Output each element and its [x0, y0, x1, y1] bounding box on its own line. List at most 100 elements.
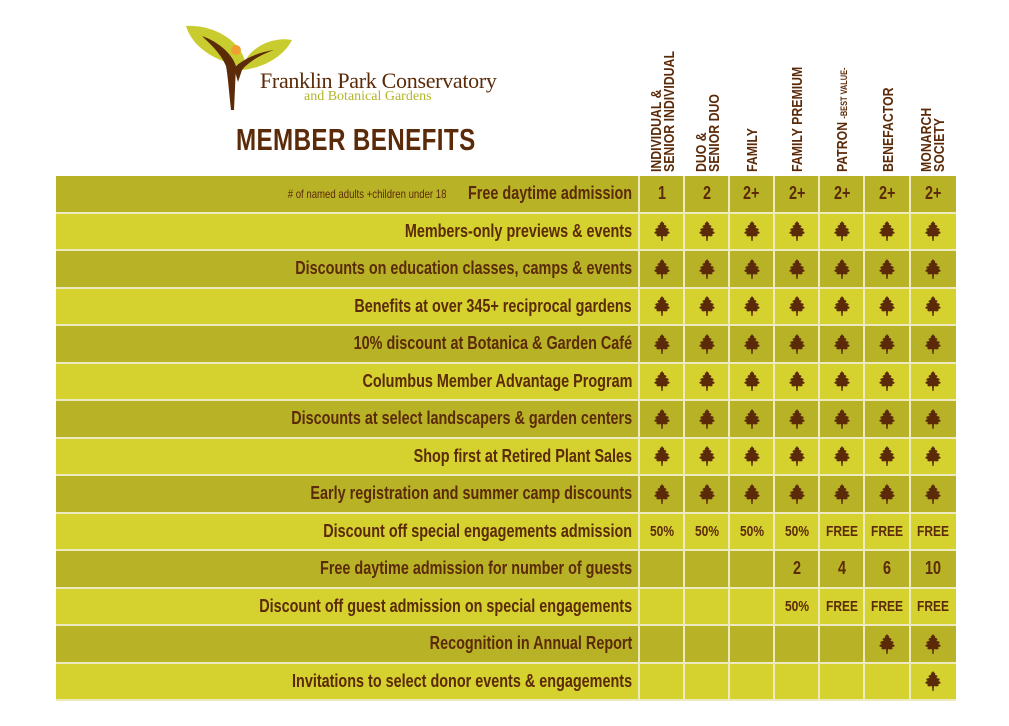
benefit-cell: [775, 663, 821, 699]
benefit-cell: [730, 288, 776, 324]
benefit-label: Discounts at select landscapers & garden…: [291, 408, 632, 429]
leaf-icon: [744, 258, 760, 279]
leaf-icon: [925, 483, 941, 504]
benefit-label: Shop first at Retired Plant Sales: [413, 445, 632, 466]
leaf-icon: [744, 371, 760, 392]
table-row: Invitations to select donor events & eng…: [56, 663, 956, 701]
table-row: Discount off guest admission on special …: [56, 588, 956, 626]
benefit-label: Free daytime admission for number of gue…: [319, 558, 632, 579]
benefit-cell: 50%: [775, 513, 821, 549]
benefit-cell: [685, 476, 731, 512]
leaf-icon: [879, 371, 895, 392]
benefit-cell: [640, 626, 686, 662]
benefit-cell: [685, 213, 731, 249]
leaf-icon: [699, 333, 715, 354]
benefit-cell: FREE: [820, 588, 866, 624]
benefit-cell: [911, 289, 956, 325]
benefit-cell: [640, 326, 686, 362]
leaf-icon: [744, 446, 760, 467]
table-row: Columbus Member Advantage Program: [56, 363, 956, 401]
benefit-cell: [640, 213, 686, 249]
benefit-value: 10: [925, 558, 942, 579]
benefit-label-cell: Early registration and summer camp disco…: [56, 476, 640, 512]
benefit-cell: 50%: [775, 588, 821, 624]
leaf-icon: [834, 371, 850, 392]
leaf-icon: [653, 221, 670, 242]
leaf-icon: [925, 221, 941, 242]
column-header-label: FAMILY: [744, 128, 762, 172]
leaf-icon: [653, 446, 670, 467]
column-header: FAMILY: [730, 0, 775, 172]
benefit-cell: [911, 326, 956, 362]
leaf-icon: [925, 633, 941, 654]
benefit-label: Recognition in Annual Report: [429, 633, 632, 654]
benefit-cell: [685, 588, 731, 624]
benefit-value: 50%: [649, 522, 674, 540]
benefit-cell: 50%: [640, 513, 686, 549]
leaf-icon: [834, 408, 850, 429]
column-header: PATRON -BEST VALUE-: [820, 0, 865, 172]
benefit-cell: 2+: [911, 176, 956, 212]
table-row: Benefits at over 345+ reciprocal gardens: [56, 288, 956, 326]
leaf-icon: [789, 371, 805, 392]
leaf-icon: [925, 258, 941, 279]
leaf-icon: [699, 296, 715, 317]
benefit-cell: 1: [640, 176, 686, 212]
logo-text: Franklin Park Conservatory: [260, 68, 497, 93]
leaf-icon: [879, 446, 895, 467]
benefit-label: Columbus Member Advantage Program: [362, 370, 632, 391]
leaf-icon: [834, 483, 850, 504]
benefit-cell: [685, 626, 731, 662]
table-row: # of named adults +children under 18 Free…: [56, 176, 956, 214]
benefit-label-cell: Discount off special engagements admissi…: [56, 513, 640, 549]
benefit-value: 50%: [784, 597, 809, 615]
benefit-label-cell: Free daytime admission for number of gue…: [56, 551, 640, 587]
benefit-label-cell: Discount off guest admission on special …: [56, 588, 640, 624]
benefit-cell: [775, 401, 821, 437]
benefit-cell: [640, 663, 686, 699]
benefit-cell: [730, 213, 776, 249]
benefit-cell: [685, 438, 731, 474]
benefit-cell: 2: [775, 551, 821, 587]
leaf-icon: [879, 296, 895, 317]
benefit-cell: [640, 551, 686, 587]
benefit-cell: [640, 401, 686, 437]
benefit-cell: [730, 363, 776, 399]
leaf-icon: [879, 633, 895, 654]
benefit-value: 4: [837, 558, 846, 579]
leaf-icon: [925, 408, 941, 429]
leaf-icon: [653, 258, 670, 279]
column-header: BENEFACTOR: [866, 0, 911, 172]
column-header: FAMILY PREMIUM: [775, 0, 820, 172]
leaf-icon: [834, 296, 850, 317]
benefit-cell: [640, 363, 686, 399]
benefit-value: FREE: [917, 522, 950, 540]
benefit-cell: [640, 588, 686, 624]
table-row: Early registration and summer camp disco…: [56, 476, 956, 514]
leaf-icon: [789, 483, 805, 504]
table-row: Shop first at Retired Plant Sales: [56, 438, 956, 476]
leaf-icon: [699, 408, 715, 429]
benefit-cell: [730, 663, 776, 699]
benefit-value: 2+: [833, 183, 851, 204]
leaf-icon: [879, 333, 895, 354]
benefit-cell: [865, 401, 911, 437]
benefit-cell: [685, 551, 731, 587]
benefit-cell: 6: [865, 551, 911, 587]
benefit-value: 2+: [878, 183, 896, 204]
benefit-cell: [865, 213, 911, 249]
leaf-icon: [653, 371, 670, 392]
benefit-cell: [865, 326, 911, 362]
table-row: Recognition in Annual Report: [56, 626, 956, 664]
benefit-cell: [640, 438, 686, 474]
benefit-cell: [685, 401, 731, 437]
benefit-cell: 2+: [775, 176, 821, 212]
benefit-cell: [865, 363, 911, 399]
benefit-cell: [685, 288, 731, 324]
leaf-icon: [879, 221, 895, 242]
benefit-note: # of named adults +children under 18: [288, 186, 447, 201]
benefit-cell: [820, 401, 866, 437]
leaf-icon: [925, 371, 941, 392]
column-header-label: PATRON: [834, 121, 852, 172]
table-row: Discounts on education classes, camps & …: [56, 251, 956, 289]
